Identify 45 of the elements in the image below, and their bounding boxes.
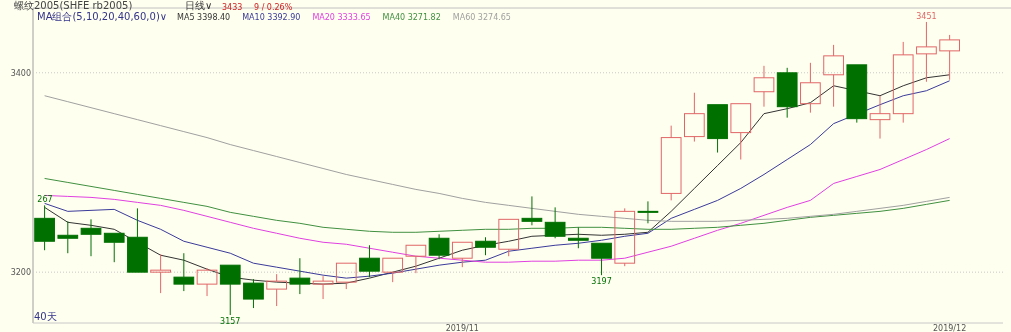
annotation: 3433 — [222, 3, 243, 12]
annotation: 9 / 0.26% — [254, 3, 293, 12]
chart-title: 螺纹2005(SHFE rb2005) — [14, 0, 133, 11]
candlestick — [289, 257, 311, 295]
y-tick-label: 3400 — [10, 68, 31, 78]
annotation: 40天 — [34, 311, 57, 322]
candlestick — [544, 206, 566, 239]
candlestick — [103, 232, 125, 263]
candlestick — [707, 104, 728, 154]
x-tick-label: 2019/12 — [933, 324, 967, 332]
legend-title: MA组合(5,10,20,40,60,0)∨ — [37, 11, 168, 22]
text: MA10 3392.90 — [242, 13, 301, 22]
candlestick — [127, 207, 148, 273]
candlestick — [312, 275, 334, 300]
candlestick — [823, 44, 844, 108]
annotation: 267 — [37, 195, 53, 205]
candlestick — [591, 242, 612, 276]
candlestick — [382, 257, 404, 283]
y-tick-label: 3200 — [10, 268, 31, 278]
candlestick — [869, 95, 891, 140]
candlestick — [916, 21, 937, 83]
text: MA5 3398.40 — [177, 13, 231, 22]
candlestick — [150, 253, 171, 294]
candlestick — [892, 41, 914, 124]
candlestick — [800, 62, 821, 114]
text: MA20 3333.65 — [312, 13, 371, 22]
candlestick — [730, 103, 752, 161]
candlestick — [219, 264, 241, 316]
annotation: 3451 — [916, 11, 937, 21]
candlestick — [753, 65, 775, 108]
candlestick — [57, 220, 79, 254]
candlestick — [428, 233, 450, 260]
annotation: 3157 — [220, 317, 241, 327]
annotation: 3197 — [591, 277, 612, 287]
candlestick — [637, 200, 659, 224]
text: MA60 3274.65 — [452, 13, 511, 22]
text: MA40 3271.82 — [382, 13, 441, 22]
candlestick — [196, 267, 218, 297]
chart-subtitle: 日线∨ — [185, 0, 213, 11]
candlestick — [521, 195, 543, 226]
candlestick — [80, 218, 102, 257]
x-tick-label: 2019/11 — [445, 324, 479, 332]
candlestick — [405, 244, 427, 274]
candlestick — [684, 92, 705, 143]
candlestick — [846, 64, 868, 124]
